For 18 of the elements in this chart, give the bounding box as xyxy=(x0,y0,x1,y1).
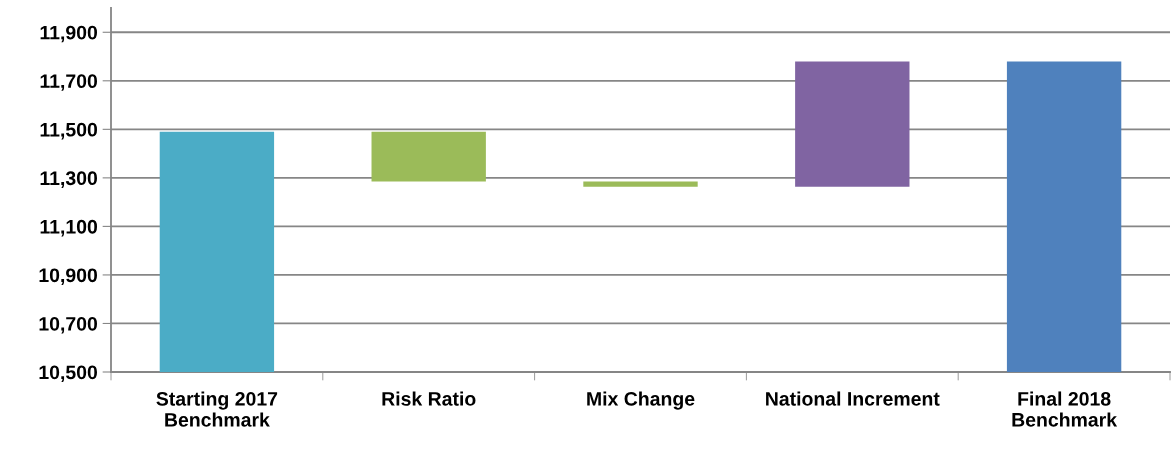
y-tick-label: 11,900 xyxy=(40,25,98,43)
x-tick-label: Mix Change xyxy=(587,391,695,410)
bar xyxy=(159,131,275,372)
x-tick-label: Final 2018 Benchmark xyxy=(1012,391,1118,427)
y-tick-label: 11,300 xyxy=(40,171,98,188)
y-tick-label: 11,700 xyxy=(40,74,98,91)
x-tick-label: Starting 2017 Benchmark xyxy=(156,391,278,427)
x-tick-label: National Increment xyxy=(766,391,940,406)
bar xyxy=(795,61,910,187)
y-tick-label: 11,100 xyxy=(40,219,98,237)
y-tick-label: 10,900 xyxy=(39,268,98,285)
bar xyxy=(1006,61,1122,372)
y-tick-label: 10,700 xyxy=(39,316,98,334)
y-tick-label: 11,500 xyxy=(40,122,98,140)
x-tick-label: Risk Ratio xyxy=(382,391,476,406)
bar xyxy=(371,131,486,182)
bar xyxy=(583,181,698,187)
y-tick-label: 10,500 xyxy=(39,365,98,383)
